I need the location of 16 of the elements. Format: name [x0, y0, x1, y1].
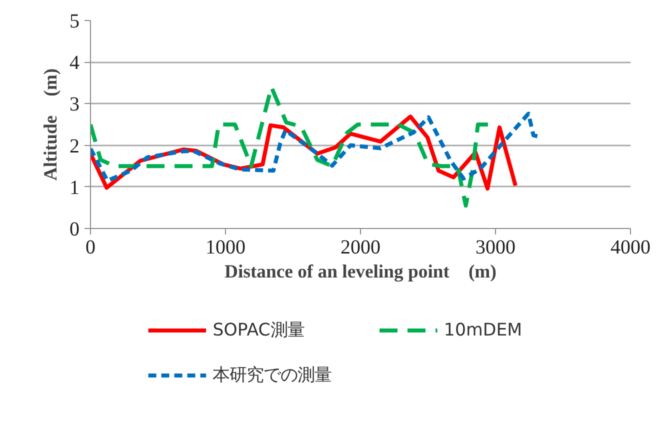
y-tick-label: 5: [70, 10, 80, 32]
x-tick-label: 2000: [340, 236, 380, 258]
x-tick-label: 3000: [476, 236, 516, 258]
y-tick-label: 1: [70, 176, 80, 199]
x-axis-title: Distance of an leveling point (m): [224, 262, 496, 282]
legend-label: SOPAC測量: [212, 320, 304, 340]
x-tick-label: 1000: [206, 236, 246, 258]
y-tick-label: 2: [70, 135, 80, 158]
y-tick-label: 3: [70, 94, 80, 116]
legend-label: 10mDEM: [444, 320, 522, 340]
x-tick-label: 0: [86, 236, 96, 258]
y-tick-label: 0: [70, 218, 80, 240]
legend-label: 本研究での測量: [212, 366, 332, 386]
y-axis-title: Altitude (m): [40, 68, 62, 181]
y-tick-label: 4: [70, 52, 80, 74]
x-tick-label: 4000: [610, 236, 650, 258]
